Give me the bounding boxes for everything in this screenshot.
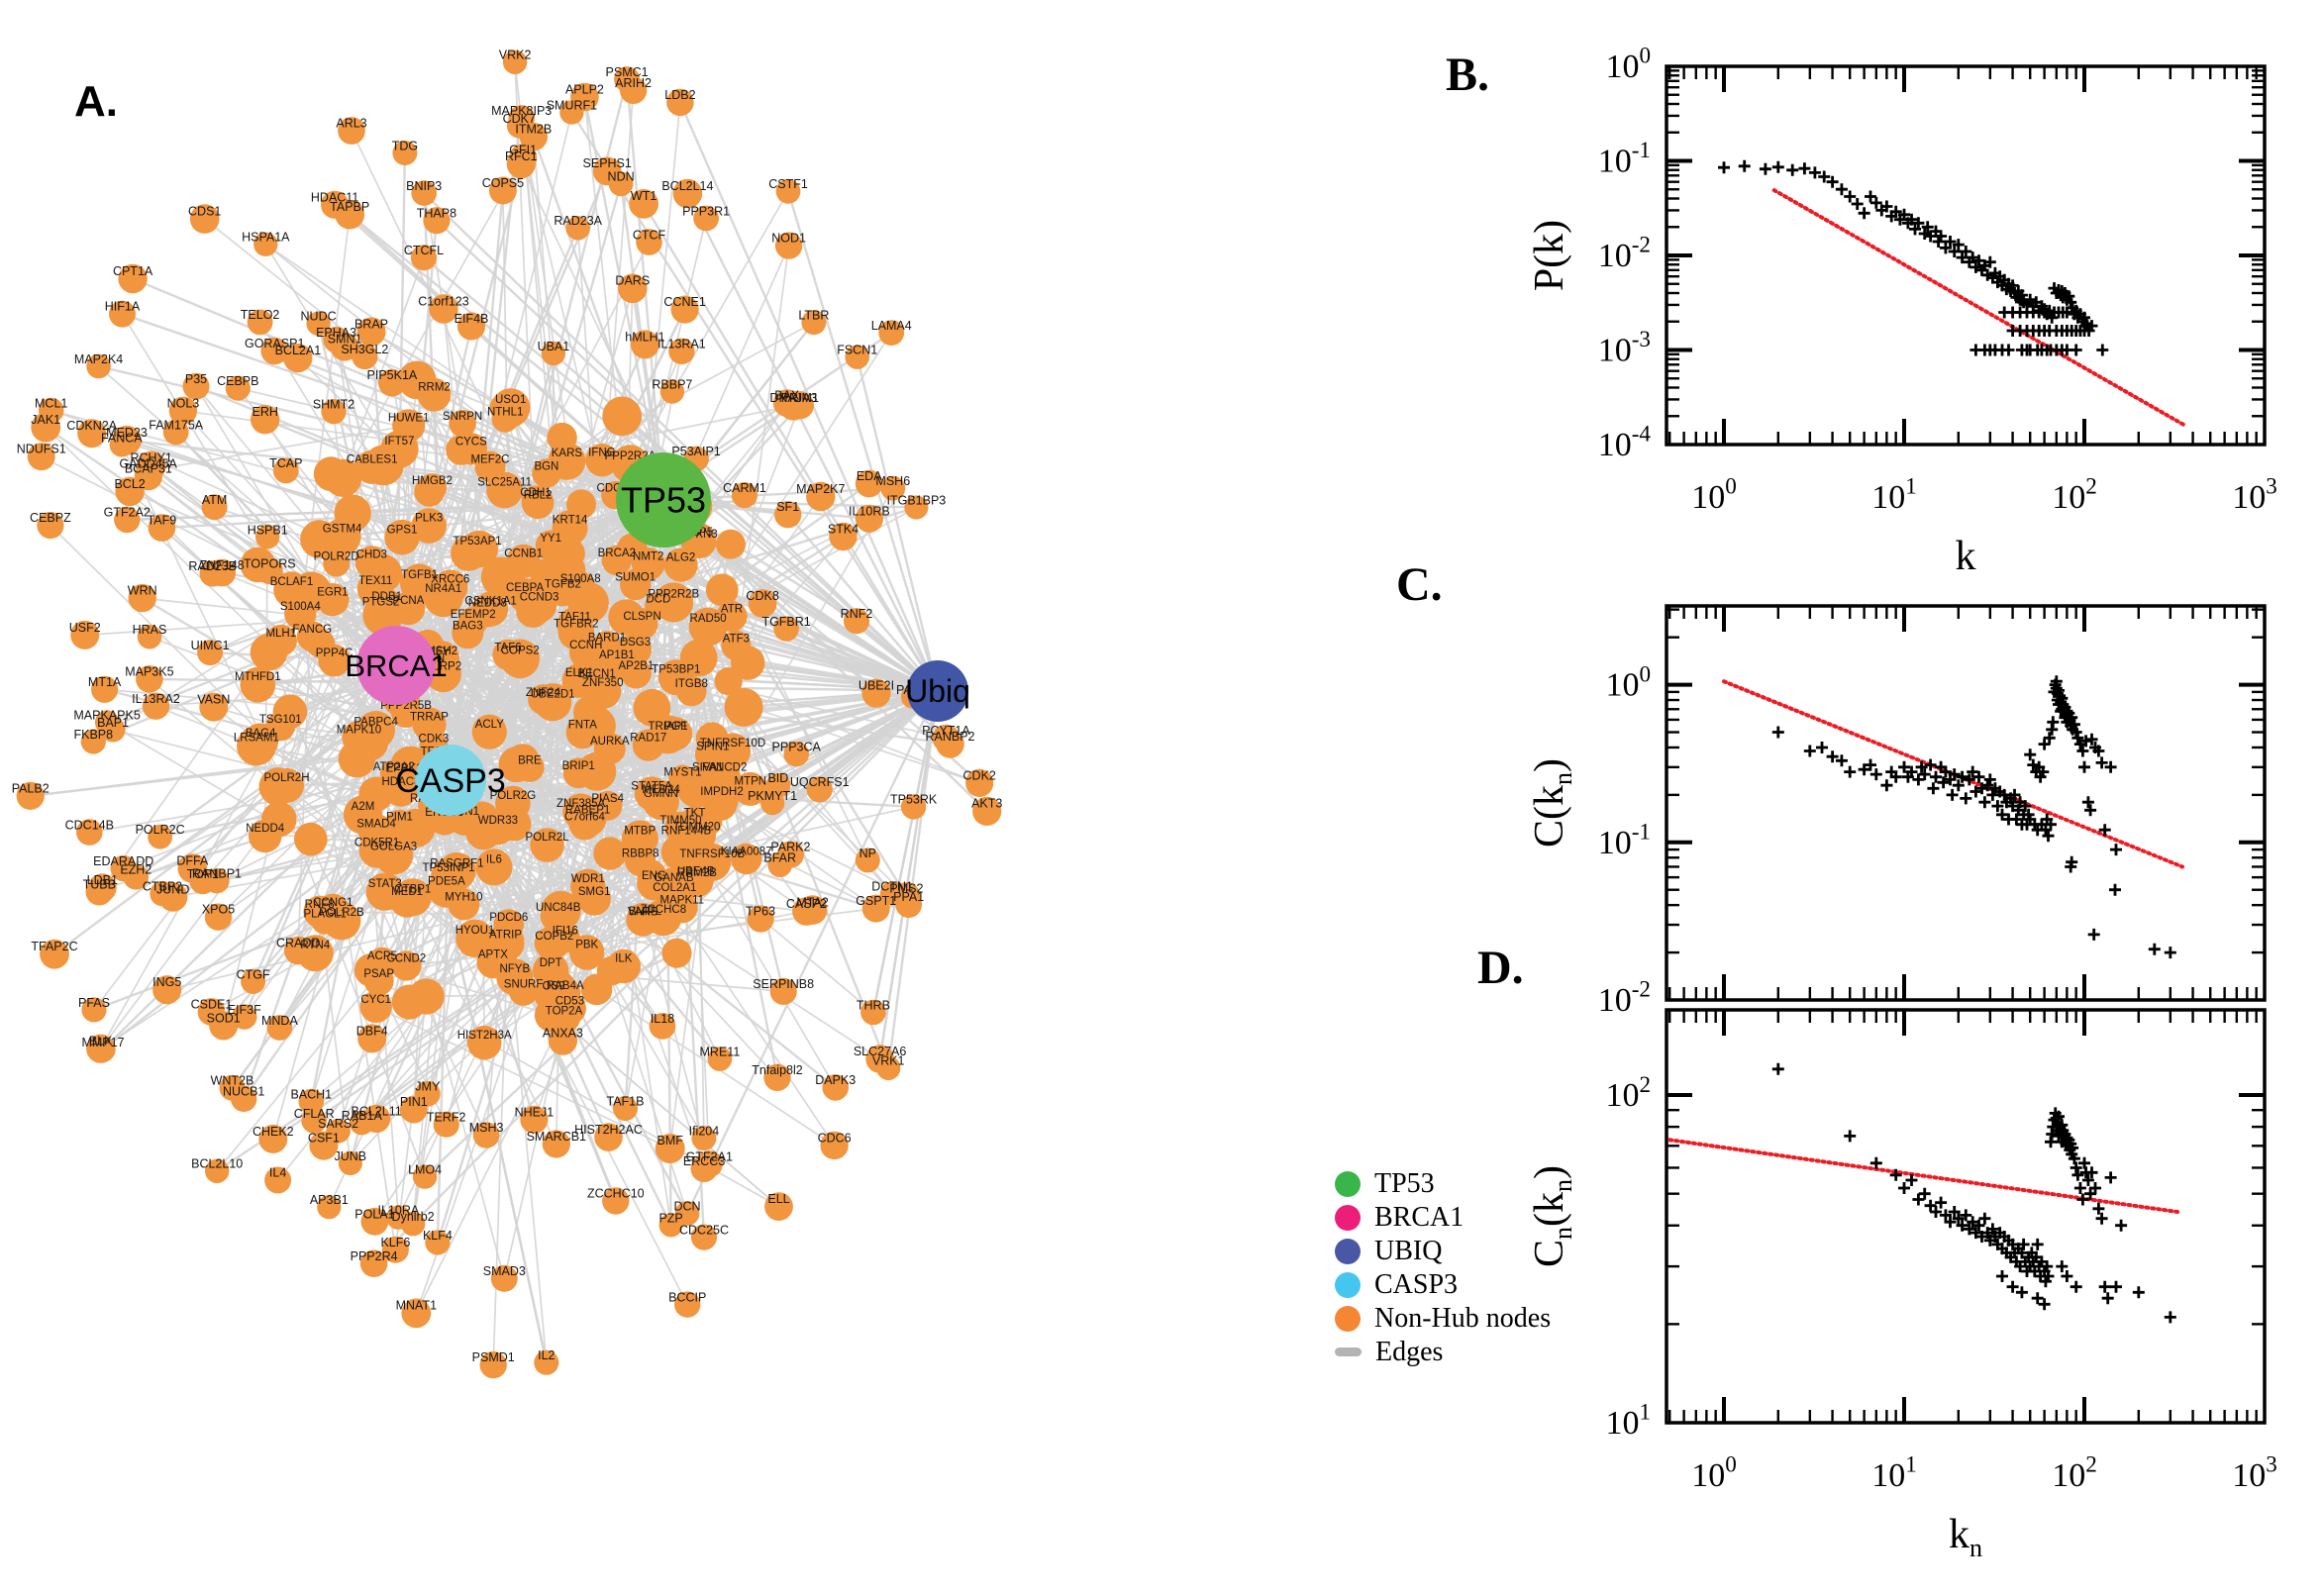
svg-text:100: 100 xyxy=(1605,661,1651,703)
hub-label-ubiq: Ubiq xyxy=(905,673,970,709)
legend-label: BRCA1 xyxy=(1374,1201,1464,1233)
legend-item-non-hub-nodes: Non-Hub nodes xyxy=(1335,1302,1552,1334)
svg-text:10-1: 10-1 xyxy=(1598,138,1651,179)
hub-label-brca1: BRCA1 xyxy=(345,648,447,683)
legend-item-casp3: CASP3 xyxy=(1335,1268,1551,1300)
svg-text:103: 103 xyxy=(2232,1452,2277,1494)
node-swatch-icon xyxy=(1335,1238,1361,1264)
plot-panel-C: 100 10-1 10-2 C(kn​) xyxy=(1527,604,2267,1019)
svg-text:102: 102 xyxy=(2052,474,2097,516)
svg-text:100: 100 xyxy=(1691,474,1737,516)
protein-interaction-network: TP53RKKIAA0087THAP8CDC14BDSG3NTHL1CEBPZV… xyxy=(12,49,1002,1379)
svg-text:102: 102 xyxy=(1605,1072,1651,1114)
hub-node-casp3 xyxy=(415,745,486,816)
hub-node-brca1 xyxy=(356,626,436,705)
legend-item-edges: Edges xyxy=(1335,1336,1551,1367)
svg-text:103: 103 xyxy=(2232,474,2277,516)
node-swatch-icon xyxy=(1335,1204,1361,1231)
svg-text:P(k): P(k) xyxy=(1527,220,1572,291)
svg-text:10-1: 10-1 xyxy=(1598,820,1651,861)
hub-node-tp53 xyxy=(616,452,711,548)
svg-text:100: 100 xyxy=(1691,1452,1737,1494)
svg-text:100: 100 xyxy=(1605,44,1651,85)
svg-text:10-3: 10-3 xyxy=(1598,327,1651,368)
svg-text:101: 101 xyxy=(1871,1452,1917,1494)
svg-text:10-2: 10-2 xyxy=(1598,233,1651,274)
panel-c-label: C. xyxy=(1396,558,1443,611)
panel-a-label: A. xyxy=(74,77,118,126)
svg-text:k: k xyxy=(1956,534,1976,579)
panel-d-label: D. xyxy=(1477,942,1524,994)
svg-text:102: 102 xyxy=(2052,1452,2097,1494)
hub-label-casp3: CASP3 xyxy=(395,762,506,800)
legend-label: Non-Hub nodes xyxy=(1374,1302,1552,1334)
svg-text:10-4: 10-4 xyxy=(1598,422,1652,463)
legend-label: TP53 xyxy=(1374,1167,1435,1199)
svg-text:C(kn​): C(kn​) xyxy=(1527,758,1577,848)
network-legend: TP53 BRCA1 UBIQ CASP3 Non-Hub nodes Edges xyxy=(1335,1167,1552,1367)
svg-text:kn​: kn​ xyxy=(1949,1512,1982,1562)
node-swatch-icon xyxy=(1335,1271,1361,1298)
svg-text:10-2: 10-2 xyxy=(1598,977,1651,1019)
legend-item-brca1: BRCA1 xyxy=(1335,1201,1551,1233)
node-swatch-icon xyxy=(1335,1170,1361,1197)
legend-label: UBIQ xyxy=(1374,1235,1443,1266)
svg-text:101: 101 xyxy=(1871,474,1917,516)
plot-panel-B: 100 10-1 10-2 10-3 10-4 100 101 102 103 k P(k) xyxy=(1527,44,2277,579)
legend-label: Edges xyxy=(1375,1336,1444,1367)
hub-label-tp53: TP53 xyxy=(621,480,706,521)
legend-item-tp53: TP53 xyxy=(1335,1167,1551,1199)
legend-label: CASP3 xyxy=(1374,1268,1459,1300)
hub-node-ubiq xyxy=(907,660,968,722)
edge-swatch-icon xyxy=(1335,1347,1362,1356)
node-swatch-icon xyxy=(1335,1305,1361,1332)
panel-b-label: B. xyxy=(1446,49,1490,101)
legend-item-ubiq: UBIQ xyxy=(1335,1235,1551,1266)
svg-text:101: 101 xyxy=(1605,1400,1651,1442)
